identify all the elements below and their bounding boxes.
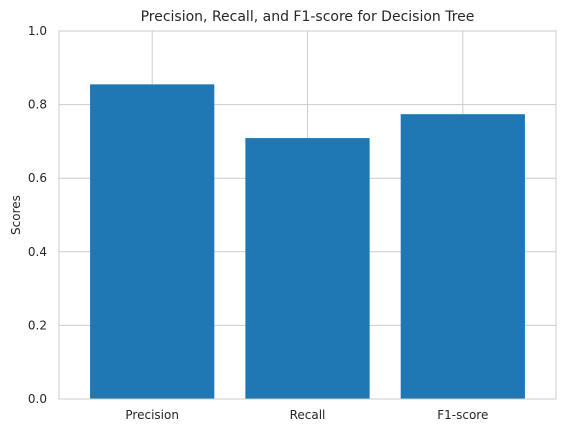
y-axis-label: Scores [9, 195, 23, 235]
axes-frame [58, 30, 557, 400]
y-tick-label: 1.0 [28, 24, 47, 38]
y-axis-ticks: 0.0 0.2 0.4 0.6 0.8 1.0 [28, 24, 47, 406]
bar-recall [245, 138, 370, 399]
y-tick-label: 0.8 [28, 98, 47, 112]
x-tick-label: Precision [125, 408, 179, 422]
x-axis-ticks: Precision Recall F1-score [125, 408, 488, 422]
y-tick-label: 0.0 [28, 392, 47, 406]
y-tick-label: 0.2 [28, 318, 47, 332]
chart-title: Precision, Recall, and F1-score for Deci… [141, 9, 475, 25]
bar-f1-score [400, 114, 525, 399]
x-tick-label: F1-score [437, 408, 488, 422]
y-tick-label: 0.6 [28, 171, 47, 185]
x-tick-label: Recall [290, 408, 326, 422]
plot-area [58, 30, 557, 400]
bars [90, 84, 525, 400]
y-tick-label: 0.4 [28, 245, 47, 259]
bar-precision [90, 84, 215, 400]
